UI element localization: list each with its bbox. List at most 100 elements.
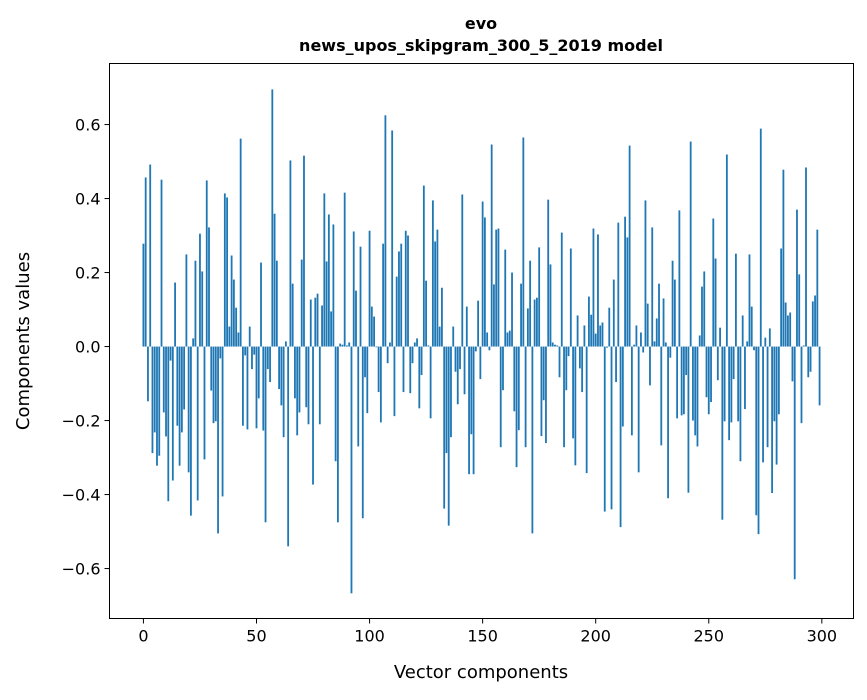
bar xyxy=(488,346,491,351)
y-tick-label: 0.2 xyxy=(75,264,100,283)
bar xyxy=(330,311,333,347)
bar xyxy=(237,332,240,347)
bar xyxy=(775,346,778,465)
bar xyxy=(621,346,624,427)
bar xyxy=(680,346,683,416)
bar xyxy=(447,346,450,526)
bar xyxy=(563,346,565,448)
bar xyxy=(545,346,547,444)
bar xyxy=(296,346,299,436)
bar xyxy=(230,255,233,347)
bar xyxy=(526,308,529,347)
bar xyxy=(551,342,554,347)
bar xyxy=(662,298,665,347)
bar xyxy=(667,346,669,499)
y-axis: −0.6 −0.4 −0.2 0.0 0.2 0.4 0.6 xyxy=(62,116,110,579)
bar xyxy=(502,346,504,391)
bar xyxy=(728,346,731,441)
bar xyxy=(407,235,409,347)
bar xyxy=(796,209,798,347)
bar xyxy=(710,346,712,403)
bar xyxy=(673,279,676,347)
bar xyxy=(219,346,222,359)
bar xyxy=(678,210,681,347)
bar xyxy=(355,290,357,347)
bar xyxy=(208,227,210,347)
bar xyxy=(689,141,692,347)
bar xyxy=(413,342,416,347)
bar xyxy=(336,346,339,523)
bar xyxy=(504,249,507,347)
bar xyxy=(228,326,231,347)
bar xyxy=(445,346,448,454)
bar xyxy=(169,346,172,361)
bar xyxy=(418,346,421,409)
bar xyxy=(201,271,204,347)
bar xyxy=(816,229,819,347)
bar xyxy=(300,259,303,347)
bar xyxy=(535,297,538,347)
bar xyxy=(721,346,724,520)
bar xyxy=(814,295,816,347)
bar xyxy=(737,346,740,422)
bar xyxy=(592,228,595,347)
bar xyxy=(373,316,375,347)
bar xyxy=(461,194,464,347)
bar xyxy=(459,346,461,370)
bar xyxy=(402,346,405,393)
bar xyxy=(513,346,516,412)
bar xyxy=(266,346,269,370)
bar xyxy=(744,346,746,410)
bar xyxy=(441,287,443,347)
y-axis-label: Components values xyxy=(13,252,34,430)
chart-subtitle: news_upos_skipgram_300_5_2019 model xyxy=(299,36,663,55)
bar xyxy=(294,346,296,399)
bar xyxy=(696,346,699,447)
bar xyxy=(271,89,274,347)
bar xyxy=(757,346,760,535)
bar xyxy=(716,346,719,381)
plot-frame xyxy=(109,63,854,619)
bar xyxy=(278,346,281,390)
y-tick-label: −0.6 xyxy=(62,560,101,579)
bar xyxy=(284,341,287,347)
bar xyxy=(226,197,228,347)
bar xyxy=(793,346,796,580)
bar xyxy=(759,128,762,347)
bar xyxy=(771,346,773,494)
bar xyxy=(490,144,493,347)
bar xyxy=(368,230,371,347)
bar xyxy=(171,346,174,481)
x-tick-label: 300 xyxy=(807,627,838,646)
bar xyxy=(608,307,611,347)
bar xyxy=(386,346,389,364)
bar xyxy=(694,346,697,436)
bar xyxy=(321,305,323,347)
bar xyxy=(766,346,769,448)
bar xyxy=(251,346,253,370)
bar xyxy=(581,346,584,393)
bar xyxy=(660,346,663,446)
bar xyxy=(565,346,568,391)
bar xyxy=(481,201,484,347)
bar xyxy=(664,342,667,347)
bar xyxy=(429,346,432,419)
bar xyxy=(610,346,613,510)
bar xyxy=(411,346,414,364)
bar xyxy=(156,346,158,466)
bar xyxy=(307,346,310,425)
bar xyxy=(431,200,434,347)
bar xyxy=(312,346,314,485)
bar xyxy=(305,346,308,408)
bar xyxy=(474,346,477,352)
bar xyxy=(741,315,744,347)
bar xyxy=(192,338,195,347)
bar xyxy=(597,234,599,347)
chart-title: evo xyxy=(465,14,497,33)
bar xyxy=(160,179,163,347)
bar xyxy=(750,306,753,347)
bar xyxy=(707,346,710,415)
bar xyxy=(350,346,353,594)
bar xyxy=(522,137,525,347)
bar xyxy=(463,346,466,395)
